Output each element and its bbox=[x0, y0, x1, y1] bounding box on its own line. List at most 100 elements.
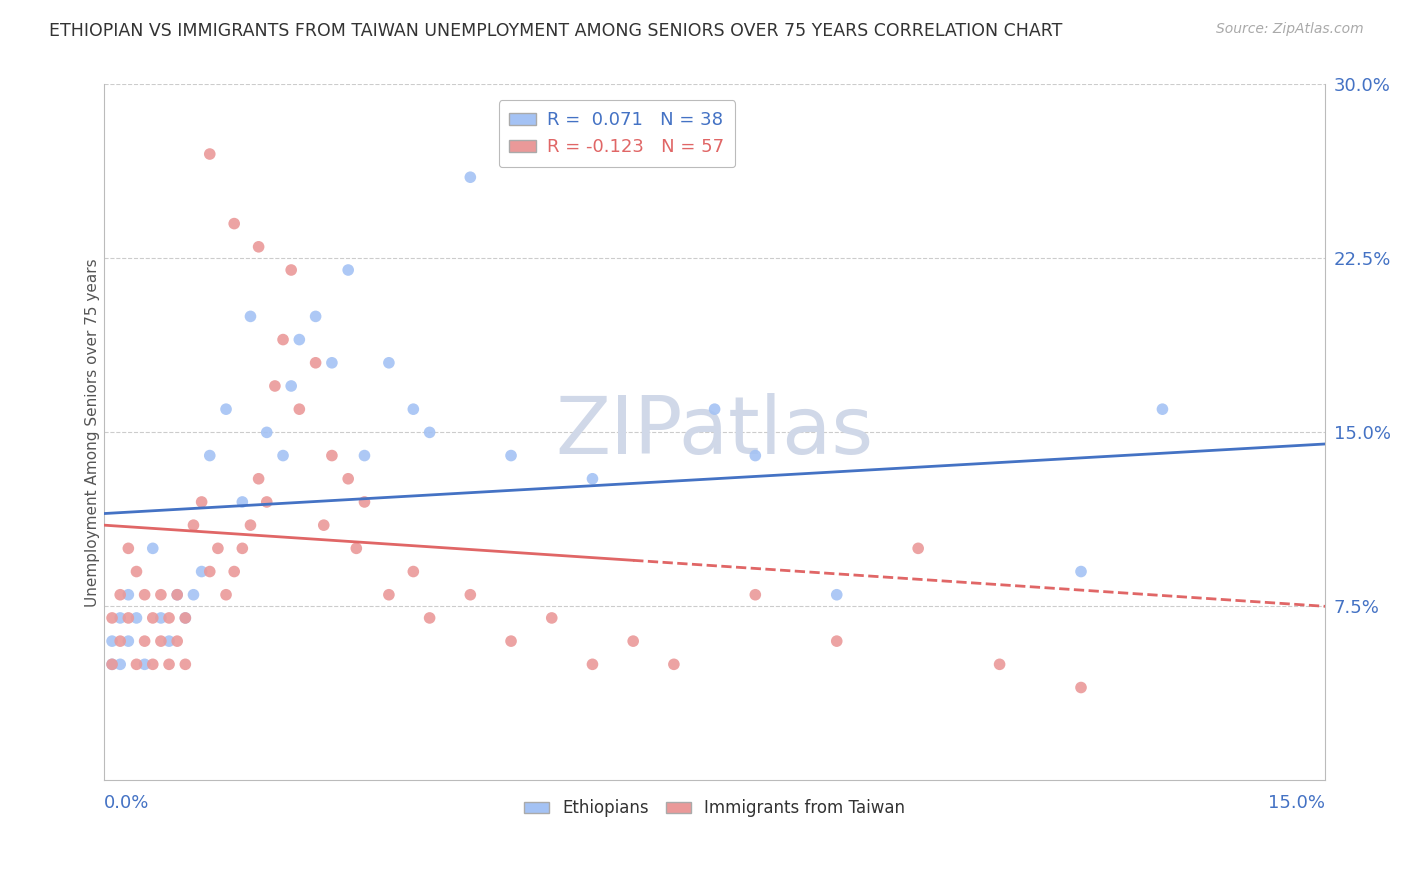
Point bbox=[540, 611, 562, 625]
Point bbox=[460, 170, 482, 185]
Point bbox=[419, 425, 441, 440]
Point bbox=[825, 588, 848, 602]
Point bbox=[174, 611, 197, 625]
Point bbox=[1070, 681, 1092, 695]
Point bbox=[108, 634, 131, 648]
Point bbox=[280, 263, 302, 277]
Point bbox=[166, 588, 188, 602]
Point bbox=[125, 657, 148, 672]
Point bbox=[149, 611, 172, 625]
Point bbox=[108, 611, 131, 625]
Point bbox=[166, 588, 188, 602]
Point bbox=[353, 495, 375, 509]
Point bbox=[304, 356, 326, 370]
Point bbox=[419, 611, 441, 625]
Point bbox=[125, 565, 148, 579]
Point bbox=[101, 634, 124, 648]
Point bbox=[174, 657, 197, 672]
Point bbox=[907, 541, 929, 556]
Point bbox=[149, 634, 172, 648]
Point bbox=[198, 147, 221, 161]
Point bbox=[198, 565, 221, 579]
Point bbox=[988, 657, 1011, 672]
Point bbox=[117, 588, 139, 602]
Point bbox=[142, 611, 165, 625]
Point bbox=[256, 425, 278, 440]
Point bbox=[703, 402, 725, 417]
Point bbox=[271, 333, 294, 347]
Point bbox=[288, 333, 311, 347]
Text: 15.0%: 15.0% bbox=[1268, 794, 1326, 812]
Point bbox=[499, 634, 522, 648]
Point bbox=[190, 565, 212, 579]
Point bbox=[117, 611, 139, 625]
Point bbox=[149, 588, 172, 602]
Point bbox=[304, 310, 326, 324]
Point bbox=[231, 495, 253, 509]
Point bbox=[117, 541, 139, 556]
Point bbox=[183, 518, 205, 533]
Point bbox=[378, 588, 401, 602]
Point bbox=[142, 541, 165, 556]
Point bbox=[190, 495, 212, 509]
Point bbox=[215, 588, 238, 602]
Y-axis label: Unemployment Among Seniors over 75 years: Unemployment Among Seniors over 75 years bbox=[86, 258, 100, 607]
Point bbox=[460, 588, 482, 602]
Point bbox=[224, 565, 246, 579]
Point bbox=[825, 634, 848, 648]
Point bbox=[101, 611, 124, 625]
Point bbox=[256, 495, 278, 509]
Point bbox=[264, 379, 287, 393]
Point bbox=[157, 657, 180, 672]
Point bbox=[108, 588, 131, 602]
Point bbox=[744, 449, 766, 463]
Point bbox=[621, 634, 644, 648]
Text: ETHIOPIAN VS IMMIGRANTS FROM TAIWAN UNEMPLOYMENT AMONG SENIORS OVER 75 YEARS COR: ETHIOPIAN VS IMMIGRANTS FROM TAIWAN UNEM… bbox=[49, 22, 1063, 40]
Point bbox=[337, 263, 360, 277]
Point bbox=[271, 449, 294, 463]
Point bbox=[183, 588, 205, 602]
Point bbox=[402, 402, 425, 417]
Point bbox=[174, 611, 197, 625]
Point bbox=[581, 657, 603, 672]
Point bbox=[198, 449, 221, 463]
Point bbox=[101, 657, 124, 672]
Point bbox=[117, 634, 139, 648]
Point bbox=[280, 379, 302, 393]
Text: 0.0%: 0.0% bbox=[104, 794, 149, 812]
Point bbox=[157, 611, 180, 625]
Point bbox=[224, 217, 246, 231]
Point bbox=[239, 518, 262, 533]
Point bbox=[134, 588, 156, 602]
Point bbox=[247, 240, 270, 254]
Point bbox=[101, 657, 124, 672]
Point bbox=[134, 634, 156, 648]
Text: Source: ZipAtlas.com: Source: ZipAtlas.com bbox=[1216, 22, 1364, 37]
Point bbox=[321, 356, 343, 370]
Point bbox=[662, 657, 685, 672]
Point bbox=[321, 449, 343, 463]
Point bbox=[337, 472, 360, 486]
Point bbox=[344, 541, 367, 556]
Point bbox=[157, 634, 180, 648]
Point bbox=[215, 402, 238, 417]
Point bbox=[134, 657, 156, 672]
Text: ZIPatlas: ZIPatlas bbox=[555, 393, 873, 471]
Point bbox=[142, 657, 165, 672]
Point bbox=[247, 472, 270, 486]
Point bbox=[353, 449, 375, 463]
Point bbox=[1152, 402, 1174, 417]
Point bbox=[125, 611, 148, 625]
Point bbox=[166, 634, 188, 648]
Point bbox=[231, 541, 253, 556]
Point bbox=[239, 310, 262, 324]
Point bbox=[288, 402, 311, 417]
Point bbox=[744, 588, 766, 602]
Point bbox=[207, 541, 229, 556]
Point bbox=[378, 356, 401, 370]
Point bbox=[1070, 565, 1092, 579]
Point bbox=[312, 518, 335, 533]
Legend: Ethiopians, Immigrants from Taiwan: Ethiopians, Immigrants from Taiwan bbox=[517, 793, 911, 824]
Point bbox=[402, 565, 425, 579]
Point bbox=[108, 657, 131, 672]
